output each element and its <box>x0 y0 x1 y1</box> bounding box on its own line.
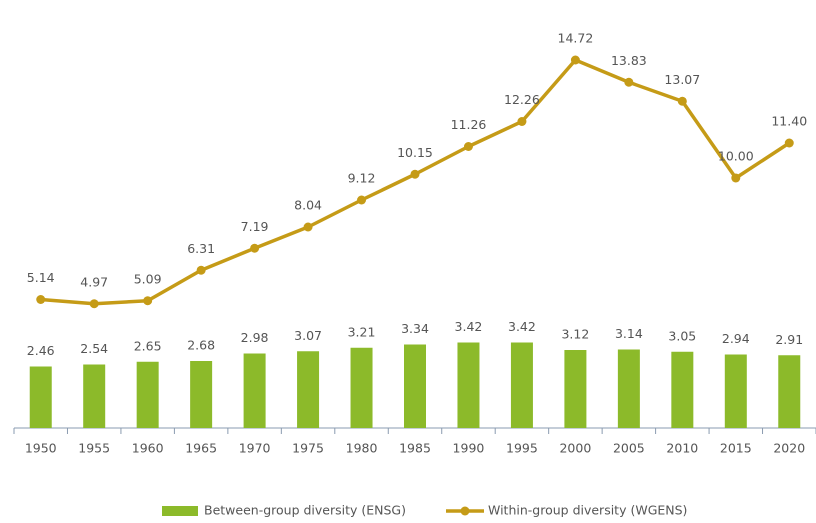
data-label: 12.26 <box>504 92 540 107</box>
data-label: 14.72 <box>558 31 594 46</box>
x-tick-label: 1965 <box>185 441 217 456</box>
x-tick-label: 1990 <box>453 441 485 456</box>
data-label: 11.26 <box>451 117 487 132</box>
x-tick-label: 2000 <box>559 441 591 456</box>
x-tick-label: 2015 <box>720 441 752 456</box>
bar <box>350 347 373 428</box>
x-tick-label: 1960 <box>132 441 164 456</box>
legend-label: Between-group diversity (ENSG) <box>204 503 406 518</box>
data-label: 6.31 <box>187 241 215 256</box>
bar <box>724 354 747 428</box>
data-label: 10.00 <box>718 149 754 164</box>
data-label: 8.04 <box>294 198 322 213</box>
data-label: 3.05 <box>668 328 696 343</box>
x-tick-label: 1995 <box>506 441 538 456</box>
data-label: 5.09 <box>134 271 162 286</box>
bar <box>404 344 426 428</box>
line-point <box>250 243 260 253</box>
x-tick-label: 1975 <box>292 441 324 456</box>
bar <box>457 342 480 428</box>
data-label: 5.14 <box>27 270 55 285</box>
data-label: 3.42 <box>455 319 483 334</box>
data-label: 2.68 <box>187 338 215 353</box>
x-tick-label: 1980 <box>346 441 378 456</box>
line-point <box>143 296 153 306</box>
line <box>40 58 791 306</box>
data-label: 13.83 <box>611 53 647 68</box>
legend-label: Within-group diversity (WGENS) <box>488 503 687 518</box>
line-point <box>303 222 313 232</box>
data-label: 2.65 <box>134 338 162 353</box>
data-label: 2.46 <box>27 343 55 358</box>
line-point <box>410 169 420 179</box>
data-label: 2.98 <box>241 330 269 345</box>
line-point <box>784 138 794 148</box>
legend-swatch <box>460 506 470 516</box>
x-tick-label: 2020 <box>773 441 805 456</box>
data-label: 10.15 <box>397 145 433 160</box>
data-label: 4.97 <box>80 274 108 289</box>
bar <box>617 349 640 428</box>
x-tick-label: 1955 <box>78 441 110 456</box>
x-tick-label: 1985 <box>399 441 431 456</box>
data-label: 3.34 <box>401 321 429 336</box>
line-point <box>36 295 46 304</box>
bar <box>29 366 52 428</box>
bar <box>190 361 213 428</box>
line-point <box>570 55 580 65</box>
bar <box>297 351 320 428</box>
bar <box>510 342 533 428</box>
bar <box>243 353 266 428</box>
data-label: 3.21 <box>348 324 376 339</box>
line-point <box>196 265 206 275</box>
bar <box>564 350 587 428</box>
bar <box>778 355 801 428</box>
x-tick-label: 2010 <box>666 441 698 456</box>
line-point <box>517 117 527 126</box>
line-point <box>89 299 99 309</box>
line-point <box>624 77 634 87</box>
line-point <box>677 96 687 106</box>
data-label: 3.14 <box>615 326 643 341</box>
line-point <box>357 195 367 205</box>
data-label: 3.12 <box>561 327 589 342</box>
data-label: 2.94 <box>722 331 750 346</box>
line-point <box>731 173 741 183</box>
data-label: 7.19 <box>241 219 269 234</box>
legend-swatch <box>162 506 198 516</box>
data-label: 2.54 <box>80 341 108 356</box>
bar <box>136 361 159 428</box>
bar <box>671 351 694 428</box>
x-tick-label: 1950 <box>25 441 57 456</box>
data-label: 9.12 <box>348 171 376 186</box>
data-label: 3.07 <box>294 328 322 343</box>
bar <box>83 364 106 428</box>
data-label: 3.42 <box>508 319 536 334</box>
data-label: 13.07 <box>664 72 700 87</box>
x-tick-label: 2005 <box>613 441 645 456</box>
data-label: 2.91 <box>775 332 803 347</box>
x-tick-label: 1970 <box>239 441 271 456</box>
line-point <box>463 142 473 151</box>
data-label: 11.40 <box>771 114 807 129</box>
